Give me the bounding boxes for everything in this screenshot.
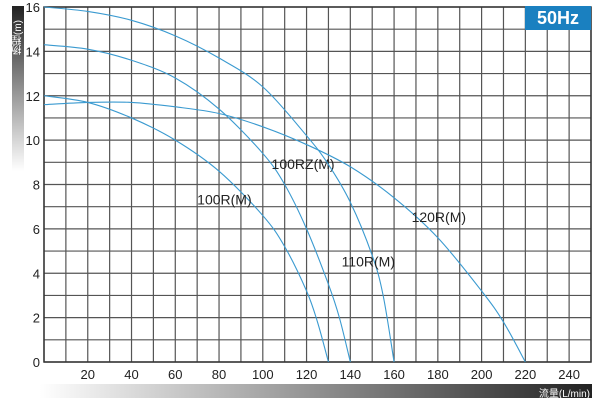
y-tick-label: 12 <box>26 89 40 104</box>
x-tick-label: 200 <box>471 367 493 382</box>
x-tick-label: 60 <box>168 367 182 382</box>
y-axis-bar <box>12 6 24 171</box>
curve-100rm <box>43 95 329 363</box>
curve-120rm <box>43 101 526 363</box>
x-tick-label: 220 <box>515 367 537 382</box>
series-label: 100RZ(M) <box>272 156 335 172</box>
frequency-badge: 50Hz <box>525 6 591 30</box>
x-axis-label: 流量(L/min) <box>538 389 590 400</box>
plot-frame <box>43 6 592 363</box>
x-tick-label: 100 <box>252 367 274 382</box>
x-tick-label: 20 <box>81 367 95 382</box>
series-label: 110R(M) <box>342 254 395 270</box>
curve-100rzm <box>43 44 351 363</box>
y-tick-label: 0 <box>33 355 40 370</box>
y-tick-label: 2 <box>33 311 40 326</box>
x-axis-bar <box>40 384 592 398</box>
x-tick-label: 40 <box>124 367 138 382</box>
y-tick-label: 8 <box>33 178 40 193</box>
y-tick-label: 14 <box>26 44 40 59</box>
y-tick-label: 16 <box>26 0 40 15</box>
y-tick-label: 10 <box>26 133 40 148</box>
series-label: 120R(M) <box>412 209 466 225</box>
series-label: 100R(M) <box>197 191 251 207</box>
curve-110rm <box>43 6 395 363</box>
x-tick-label: 160 <box>383 367 405 382</box>
x-tick-label: 240 <box>558 367 580 382</box>
y-tick-label: 6 <box>33 222 40 237</box>
x-tick-label: 80 <box>212 367 226 382</box>
x-tick-label: 140 <box>339 367 361 382</box>
x-tick-label: 180 <box>427 367 449 382</box>
y-tick-label: 4 <box>33 266 40 281</box>
x-tick-label: 120 <box>296 367 318 382</box>
